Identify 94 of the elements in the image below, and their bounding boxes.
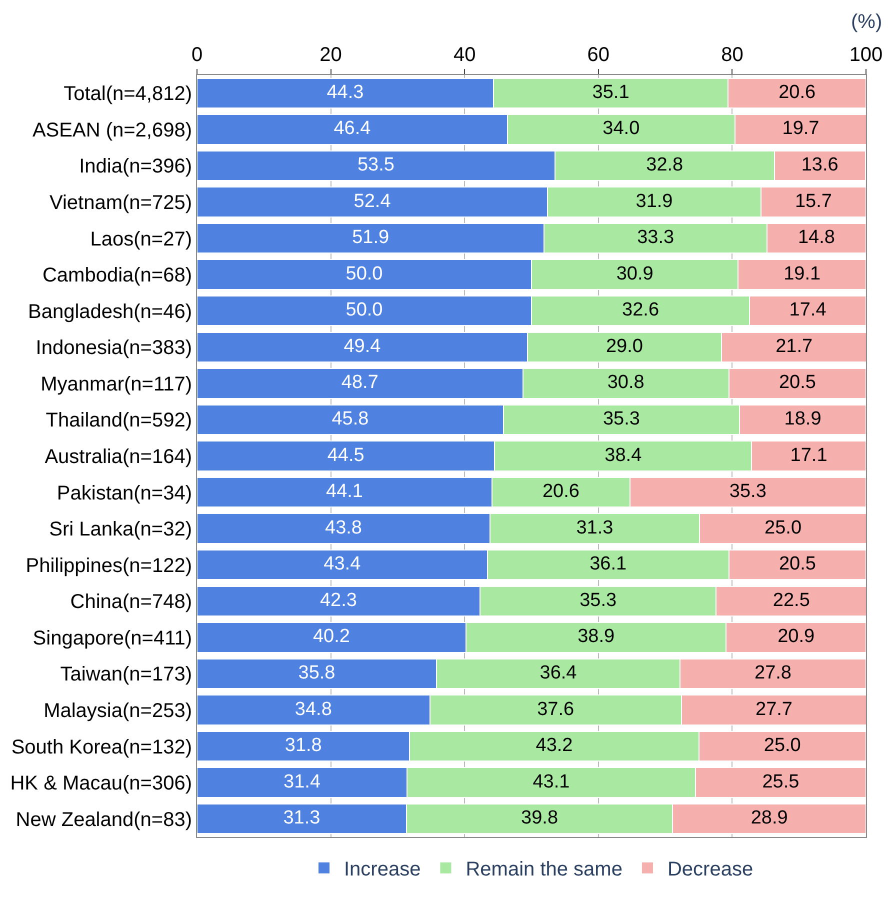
data-label: 31.3 bbox=[576, 517, 614, 538]
y-tick-label: Bangladesh(n=46) bbox=[28, 300, 192, 323]
data-label: 36.1 bbox=[590, 554, 627, 575]
data-label: 50.0 bbox=[346, 300, 383, 321]
data-label: 31.9 bbox=[636, 190, 673, 212]
data-label: 35.8 bbox=[298, 662, 336, 684]
y-tick-label: Vietnam(n=725) bbox=[50, 192, 192, 214]
data-label: 50.0 bbox=[346, 263, 383, 284]
data-label: 45.8 bbox=[332, 408, 369, 430]
data-label: 42.3 bbox=[320, 590, 357, 611]
data-label: 34.0 bbox=[602, 118, 640, 140]
data-label: 27.8 bbox=[754, 662, 792, 684]
data-label: 30.8 bbox=[607, 372, 644, 394]
data-label: 18.9 bbox=[784, 408, 822, 430]
data-label: 20.5 bbox=[778, 372, 816, 394]
x-tick-label: 60 bbox=[587, 44, 610, 66]
legend-label: Increase bbox=[344, 858, 421, 881]
data-label: 31.8 bbox=[284, 735, 322, 756]
data-label: 38.4 bbox=[604, 444, 642, 466]
y-tick-label: Malaysia(n=253) bbox=[44, 700, 192, 722]
x-tick-label: 80 bbox=[721, 44, 744, 66]
legend-label: Remain the same bbox=[466, 858, 622, 881]
data-label: 44.5 bbox=[327, 444, 364, 466]
data-label: 31.4 bbox=[284, 771, 321, 792]
y-tick-label: Myanmar(n=117) bbox=[40, 373, 192, 396]
data-label: 21.7 bbox=[776, 336, 813, 357]
y-tick-label: India(n=396) bbox=[79, 156, 192, 178]
y-tick-label: Cambodia(n=68) bbox=[42, 264, 192, 287]
data-label: 35.3 bbox=[602, 408, 640, 430]
y-tick-label: Laos(n=27) bbox=[90, 228, 192, 250]
data-label: 53.5 bbox=[357, 154, 394, 176]
x-tick-label: 40 bbox=[453, 44, 476, 66]
data-label: 46.4 bbox=[334, 118, 372, 140]
y-tick-label: Singapore(n=411) bbox=[32, 627, 192, 650]
data-label: 43.1 bbox=[532, 771, 570, 792]
data-label: 25.5 bbox=[762, 771, 800, 792]
data-label: 25.0 bbox=[764, 735, 801, 756]
legend-label: Decrease bbox=[667, 858, 754, 881]
y-tick-label: ASEAN (n=2,698) bbox=[32, 119, 192, 142]
data-label: 28.9 bbox=[750, 808, 788, 829]
data-label: 19.7 bbox=[782, 118, 820, 140]
y-tick-label: China(n=748) bbox=[70, 591, 192, 614]
y-tick-label: HK & Macau(n=306) bbox=[10, 772, 192, 795]
data-label: 34.8 bbox=[294, 698, 332, 720]
data-label: 31.3 bbox=[283, 808, 320, 829]
data-label: 49.4 bbox=[344, 336, 382, 357]
data-label: 20.5 bbox=[778, 554, 816, 575]
data-label: 17.1 bbox=[790, 444, 828, 466]
data-label: 20.6 bbox=[542, 481, 580, 502]
data-label: 30.9 bbox=[616, 263, 654, 284]
data-label: 13.6 bbox=[801, 154, 838, 176]
data-label: 35.3 bbox=[580, 590, 617, 611]
data-label: 43.2 bbox=[536, 735, 573, 756]
data-label: 35.3 bbox=[729, 481, 766, 502]
data-label: 52.4 bbox=[354, 190, 392, 212]
data-label: 36.4 bbox=[540, 662, 578, 684]
data-label: 44.1 bbox=[326, 481, 363, 502]
y-tick-label: South Korea(n=132) bbox=[11, 736, 192, 758]
data-label: 20.6 bbox=[778, 82, 816, 103]
data-label: 33.3 bbox=[637, 227, 674, 248]
data-label: 37.6 bbox=[537, 698, 574, 720]
data-label: 48.7 bbox=[341, 372, 378, 394]
data-label: 29.0 bbox=[606, 336, 643, 357]
x-axis-title: (%) bbox=[851, 11, 882, 33]
data-label: 43.4 bbox=[324, 554, 362, 575]
data-label: 44.3 bbox=[326, 82, 364, 103]
data-label: 19.1 bbox=[784, 263, 821, 284]
y-tick-label: Taiwan(n=173) bbox=[60, 664, 192, 686]
data-label: 51.9 bbox=[352, 227, 390, 248]
y-tick-label: Thailand(n=592) bbox=[46, 410, 192, 432]
y-tick-label: Sri Lanka(n=32) bbox=[49, 518, 192, 541]
y-tick-label: Indonesia(n=383) bbox=[36, 337, 192, 360]
x-tick-label: 20 bbox=[320, 44, 342, 66]
x-tick-label: 100 bbox=[849, 44, 883, 66]
data-label: 20.9 bbox=[778, 626, 815, 648]
data-label: 27.7 bbox=[756, 698, 792, 720]
y-tick-label: New Zealand(n=83) bbox=[16, 808, 192, 831]
data-label: 35.1 bbox=[592, 82, 630, 103]
data-label: 39.8 bbox=[521, 808, 558, 829]
data-label: 32.8 bbox=[646, 154, 684, 176]
data-label: 25.0 bbox=[764, 517, 802, 538]
data-label: 22.5 bbox=[772, 590, 810, 611]
data-label: 15.7 bbox=[794, 190, 832, 212]
y-tick-label: Pakistan(n=34) bbox=[56, 482, 192, 504]
data-label: 14.8 bbox=[798, 227, 835, 248]
y-tick-label: Philippines(n=122) bbox=[26, 554, 192, 577]
y-tick-label: Australia(n=164) bbox=[44, 446, 192, 468]
x-tick-label: 0 bbox=[191, 44, 203, 66]
y-tick-label: Total(n=4,812) bbox=[64, 83, 192, 106]
data-label: 40.2 bbox=[312, 626, 350, 648]
data-label: 43.8 bbox=[325, 517, 362, 538]
data-label: 38.9 bbox=[578, 626, 615, 648]
data-label: 32.6 bbox=[622, 300, 660, 321]
data-label: 17.4 bbox=[789, 300, 827, 321]
